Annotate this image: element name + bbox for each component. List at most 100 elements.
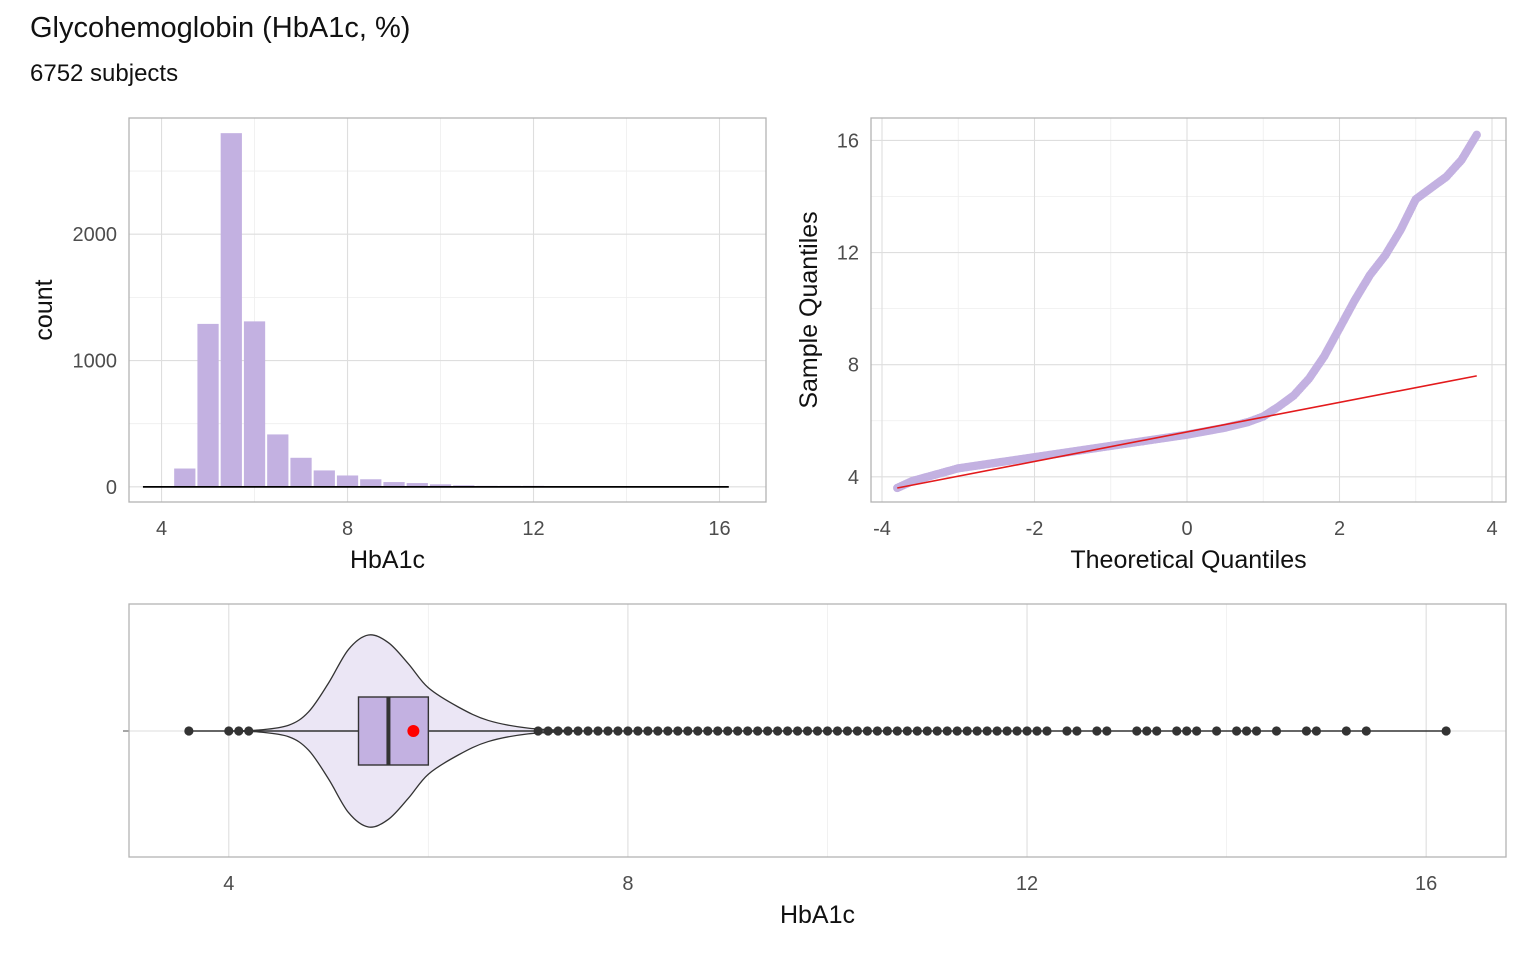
histogram-panel: 4 8 12 16 0 1000 2000 HbA1c count [30, 117, 767, 574]
outlier-point [1012, 726, 1022, 736]
y-axis-title: Sample Quantiles [795, 211, 823, 408]
outlier-point [643, 726, 653, 736]
outlier-point [1102, 726, 1112, 736]
y-tick-label: 12 [837, 243, 859, 265]
outlier-point [892, 726, 902, 736]
outlier-point [563, 726, 573, 736]
outlier-point [603, 726, 613, 736]
outlier-point [972, 726, 982, 736]
outlier-point [633, 726, 643, 736]
histogram-bar [313, 470, 335, 487]
outlier-point [982, 726, 992, 736]
outlier-point [822, 726, 833, 736]
outlier-point [1251, 726, 1262, 736]
outlier-point [772, 726, 783, 736]
outlier-point [1002, 726, 1012, 736]
outlier-point [693, 726, 703, 736]
outlier-point [942, 726, 952, 736]
outlier-point [782, 726, 793, 736]
histogram-bar [336, 475, 359, 487]
histogram-bar [220, 133, 242, 487]
histogram-bar [267, 434, 289, 487]
outlier-point [683, 726, 693, 736]
outlier-point [673, 726, 683, 736]
outlier-point [1311, 726, 1322, 736]
panel-border [128, 117, 767, 503]
x-tick-label: 8 [342, 518, 353, 540]
outlier-point [733, 726, 743, 736]
outlier-point [1072, 726, 1082, 736]
x-tick-label: 4 [1486, 518, 1497, 540]
x-tick-label: 12 [522, 518, 544, 540]
x-tick-label: 2 [1334, 518, 1345, 540]
outlier-point [1192, 726, 1202, 736]
outlier-point [663, 726, 673, 736]
x-tick-label: -2 [1026, 518, 1044, 540]
outlier-point [1062, 726, 1072, 736]
x-tick-label: 8 [622, 873, 633, 895]
outlier-point [882, 726, 892, 736]
x-axis-title: HbA1c [350, 546, 425, 574]
x-axis-title: HbA1c [780, 901, 855, 929]
y-tick-label: 1000 [73, 351, 118, 373]
outlier-point [1042, 726, 1052, 736]
qq-point [1472, 130, 1481, 140]
outlier-point [723, 726, 733, 736]
outlier-point [743, 726, 753, 736]
outlier-point [1271, 726, 1282, 736]
outlier-point [902, 726, 912, 736]
outlier-point [763, 726, 773, 736]
y-tick-label: 8 [848, 355, 859, 377]
x-axis-title: Theoretical Quantiles [1070, 546, 1306, 574]
outlier-point [543, 726, 553, 736]
histogram-bar [429, 484, 452, 487]
outlier-point [703, 726, 713, 736]
outlier-point [952, 726, 962, 736]
chart-title: Glycohemoglobin (HbA1c, %) [30, 12, 411, 44]
y-tick-label: 2000 [73, 224, 118, 246]
outlier-point [573, 726, 583, 736]
y-tick-label: 16 [837, 130, 859, 152]
outlier-point [792, 726, 803, 736]
x-tick-label: 4 [223, 873, 234, 895]
x-tick-label: -4 [873, 518, 891, 540]
outlier-point [1361, 726, 1371, 736]
outlier-point [713, 726, 723, 736]
outlier-point [593, 726, 603, 736]
outlier-point [553, 726, 563, 736]
x-tick-label: 16 [708, 518, 730, 540]
outlier-point [1231, 726, 1242, 736]
outlier-point [1032, 726, 1042, 736]
histogram-bar [243, 321, 266, 487]
mean-point [407, 725, 420, 737]
outlier-point [992, 726, 1002, 736]
outlier-point [1341, 726, 1351, 736]
violin-boxplot-panel: 4 8 12 16 HbA1c [123, 603, 1507, 929]
outlier-point [583, 726, 593, 736]
histogram-bar [406, 483, 428, 487]
histogram-bar [174, 468, 196, 487]
outlier-point [922, 726, 932, 736]
y-axis-title: count [30, 279, 58, 340]
outlier-point [872, 726, 882, 736]
outlier-point [802, 726, 813, 736]
panel-border [128, 603, 1507, 858]
panel-border [870, 117, 1507, 503]
outlier-point [234, 726, 244, 736]
x-tick-label: 12 [1016, 873, 1038, 895]
outlier-point [244, 726, 254, 736]
outlier-point [912, 726, 922, 736]
outlier-point [1182, 726, 1192, 736]
outlier-point [832, 726, 843, 736]
x-tick-label: 4 [156, 518, 167, 540]
outlier-point [184, 726, 194, 736]
outlier-point [1132, 726, 1142, 736]
qq-plot-panel: -4 -2 0 2 4 4 8 12 16 Theoretical Quantiles Sample… [795, 117, 1507, 574]
outlier-point [1241, 726, 1252, 736]
outlier-point [1172, 726, 1182, 736]
outlier-point [224, 726, 234, 736]
histogram-bar [197, 323, 219, 487]
outlier-point [1092, 726, 1102, 736]
outlier-point [1152, 726, 1162, 736]
outlier-point [862, 726, 872, 736]
